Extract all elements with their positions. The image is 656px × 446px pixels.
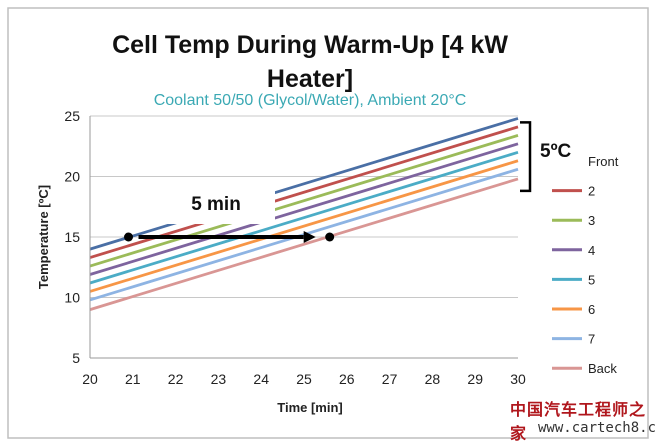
annotation-marker [124,232,134,242]
series-line [89,177,519,311]
y-tick-label: 10 [64,290,80,306]
x-tick-label: 29 [467,371,483,387]
legend-label: 7 [588,332,595,347]
legend-label: 6 [588,302,595,317]
legend-label: 4 [588,243,595,258]
watermark-url: www.cartech8.com [538,420,656,436]
watermark-text: 中国汽车工程师之家 [510,400,647,443]
chart-subtitle: Coolant 50/50 (Glycol/Water), Ambient 20… [153,92,467,109]
x-axis-title: Time [min] [277,400,343,415]
x-tick-label: 23 [211,371,227,387]
x-tick-label: 28 [425,371,441,387]
series-line [89,159,519,293]
annotation-arrowhead [303,231,316,243]
x-tick-label: 30 [510,371,526,387]
x-tick-label: 24 [253,371,269,387]
annotation-label-box [153,180,275,224]
chart-axes: 5 10 15 20 25 20 21 22 23 24 25 26 27 28 29 30 Time [min… [36,108,526,415]
chart-annotations: 5 min 5ºC [124,121,588,243]
x-tick-label: 22 [168,371,184,387]
chart-border [7,7,649,439]
chart-title: Cell Temp During Warm-Up [4 kW Heater] [112,31,508,93]
x-tick-label: 25 [296,371,312,387]
series-line [89,134,519,268]
series-line [89,117,519,251]
y-tick-label: 15 [64,229,80,245]
legend-label: Front [588,154,619,169]
annotation-marker [325,232,335,242]
plot-area [89,117,519,311]
series-line [89,142,519,276]
annotation-label: 5 min [191,194,241,215]
legend-label: 2 [588,184,595,199]
legend-label: Back [588,361,617,376]
legend-label: 5 [588,272,595,287]
legend-label: 3 [588,213,595,228]
series-line [89,150,519,285]
y-tick-label: 25 [64,108,80,124]
annotation-bracket [520,121,532,193]
y-tick-label: 5 [72,350,80,366]
chart-legend: Front 2 3 4 5 6 7 Back [552,154,619,376]
x-tick-label: 26 [339,371,355,387]
annotation-label-box [534,130,588,166]
y-axis-title: Temperature [ºC] [36,185,51,289]
y-tick-label: 20 [64,169,80,185]
x-tick-label: 27 [382,371,398,387]
x-tick-label: 21 [125,371,141,387]
annotation-label: 5ºC [540,141,572,162]
x-tick-label: 20 [82,371,98,387]
